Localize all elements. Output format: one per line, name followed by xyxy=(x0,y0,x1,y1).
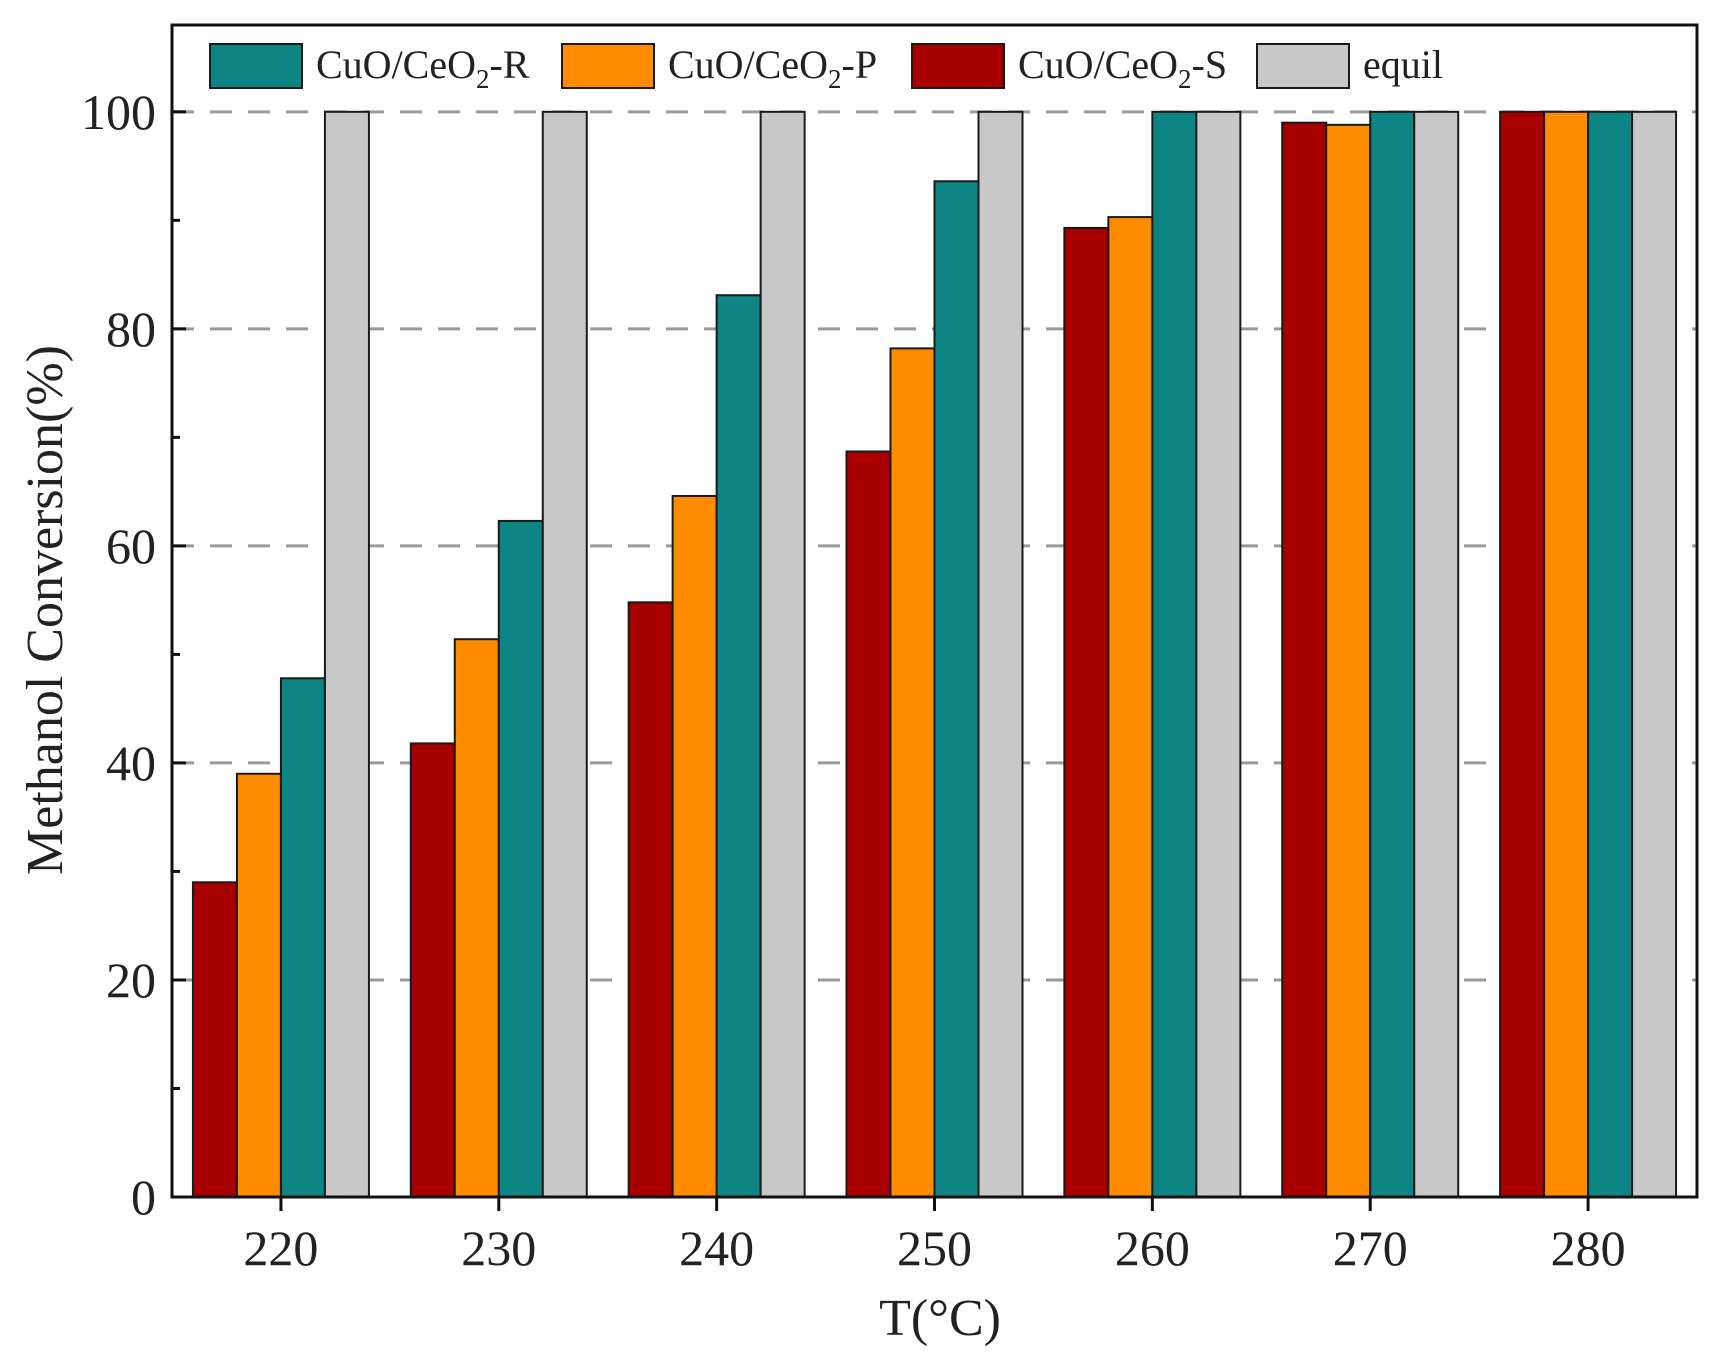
bar-cuo-ceo2-s-240 xyxy=(627,601,674,1198)
y-tick-label-80: 80 xyxy=(106,301,156,357)
bar-cuo-ceo2-s-250 xyxy=(845,450,892,1198)
x-tick-label-280: 280 xyxy=(1551,1220,1626,1276)
x-tick-label-220: 220 xyxy=(243,1220,318,1276)
bar-cuo-ceo2-p-230 xyxy=(453,638,500,1198)
bar-cuo-ceo2-p-240 xyxy=(671,494,718,1198)
bar-cuo-ceo2-r-230 xyxy=(497,519,544,1198)
bar-equil-250 xyxy=(977,110,1024,1198)
bar-cuo-ceo2-r-250 xyxy=(933,180,980,1198)
plot-frame xyxy=(170,23,1699,1199)
legend-label-equil: equil xyxy=(1363,42,1443,87)
bar-cuo-ceo2-s-230 xyxy=(409,742,456,1198)
bars xyxy=(191,110,1678,1199)
x-axis-title: T(°C) xyxy=(879,1290,1001,1347)
x-tick-label-240: 240 xyxy=(679,1220,754,1276)
bar-cuo-ceo2-r-220 xyxy=(279,677,326,1198)
bar-cuo-ceo2-r-280 xyxy=(1587,110,1634,1198)
bar-equil-230 xyxy=(541,110,588,1198)
y-tick-label-100: 100 xyxy=(81,84,156,140)
y-tick-label-20: 20 xyxy=(106,952,156,1008)
bar-cuo-ceo2-p-280 xyxy=(1543,110,1590,1198)
bar-equil-280 xyxy=(1631,110,1678,1198)
legend-swatch-cuo-ceo2-p xyxy=(561,43,655,89)
bar-cuo-ceo2-s-220 xyxy=(191,881,238,1199)
y-tick-label-40: 40 xyxy=(106,735,156,791)
bar-cuo-ceo2-p-220 xyxy=(235,772,282,1198)
x-tick-label-250: 250 xyxy=(897,1220,972,1276)
bar-equil-240 xyxy=(759,110,806,1198)
x-tick-label-230: 230 xyxy=(461,1220,536,1276)
bar-cuo-ceo2-r-270 xyxy=(1369,110,1416,1198)
bar-cuo-ceo2-s-280 xyxy=(1499,110,1546,1198)
y-tick-label-60: 60 xyxy=(106,518,156,574)
x-tick-label-270: 270 xyxy=(1333,1220,1408,1276)
bar-cuo-ceo2-p-270 xyxy=(1325,123,1372,1198)
bar-equil-270 xyxy=(1413,110,1460,1198)
legend-swatch-cuo-ceo2-r xyxy=(209,43,303,89)
bar-equil-220 xyxy=(323,110,370,1198)
y-axis-title: Methanol Conversion(%) xyxy=(17,345,74,875)
bar-cuo-ceo2-s-270 xyxy=(1281,121,1328,1199)
legend-swatch-cuo-ceo2-s xyxy=(911,43,1005,89)
bar-cuo-ceo2-p-250 xyxy=(889,347,936,1198)
bar-cuo-ceo2-p-260 xyxy=(1107,216,1154,1199)
legend-label-cuo-ceo2-r: CuO/CeO2-R xyxy=(316,42,530,94)
axes: 0 20 40 60 80 100 220 230 240 250 260 270 280 xyxy=(81,23,1699,1276)
bar-cuo-ceo2-s-260 xyxy=(1063,226,1110,1198)
legend-label-cuo-ceo2-p: CuO/CeO2-P xyxy=(668,42,877,94)
bar-cuo-ceo2-r-240 xyxy=(715,294,762,1198)
legend: CuO/CeO2-R CuO/CeO2-P CuO/CeO2-S equil xyxy=(209,42,1443,94)
legend-swatch-equil xyxy=(1256,43,1350,89)
legend-label-cuo-ceo2-s: CuO/CeO2-S xyxy=(1018,42,1227,94)
x-tick-label-260: 260 xyxy=(1115,1220,1190,1276)
y-tick-label-0: 0 xyxy=(131,1169,156,1225)
bar-equil-260 xyxy=(1195,110,1242,1198)
bar-cuo-ceo2-r-260 xyxy=(1151,110,1198,1198)
